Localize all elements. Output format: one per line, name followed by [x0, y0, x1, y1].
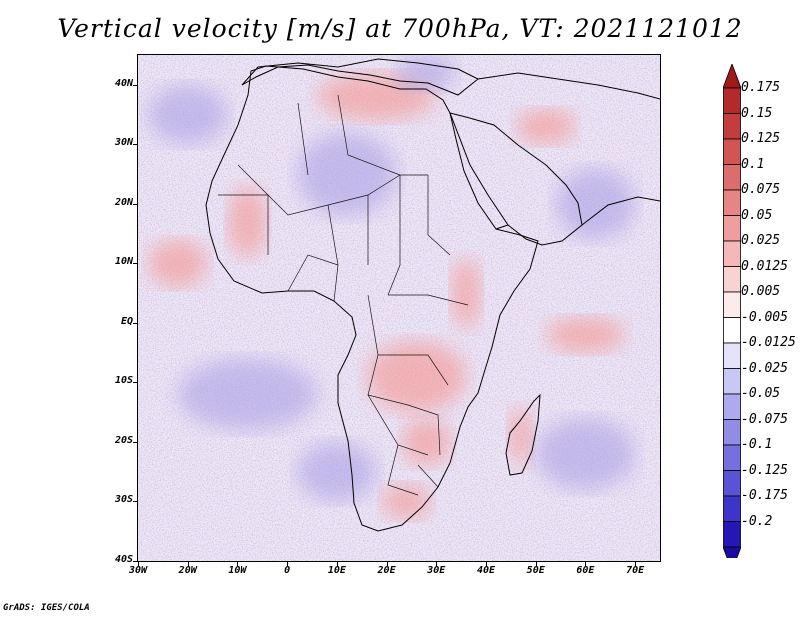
- colorbar-cell: [723, 470, 741, 497]
- lon-tick-mark: [138, 562, 139, 566]
- colorbar-cell: [723, 113, 741, 140]
- colorbar-cell: [723, 164, 741, 191]
- colorbar-level-label: -0.1: [741, 437, 773, 452]
- lon-tick-mark: [336, 562, 338, 566]
- colorbar-level-label: 0.025: [741, 233, 781, 248]
- colorbar-level-label: -0.125: [741, 462, 788, 478]
- grads-credit: GrADS: IGES/COLA: [3, 603, 90, 613]
- lon-tick-mark: [386, 562, 388, 566]
- colorbar-cell: [723, 495, 741, 522]
- colorbar-cell: [723, 291, 741, 318]
- colorbar-level-label: 0.005: [741, 284, 781, 299]
- lon-tick-label: 60E: [576, 565, 595, 576]
- colorbar-level-label: 0.125: [741, 131, 781, 146]
- arabian-peninsula-tip: [495, 224, 509, 230]
- colorbar-level-label: -0.075: [741, 411, 788, 427]
- lat-tick-label: 20S: [114, 434, 133, 446]
- lon-tick-mark: [436, 562, 438, 566]
- asia-coastline: [477, 72, 660, 226]
- colorbar-bottom-triangle: [723, 546, 741, 558]
- lat-tick-label: EQ: [120, 315, 133, 327]
- colorbar-cell: [723, 87, 741, 114]
- lon-tick-label: 10W: [228, 565, 247, 576]
- lon-tick-mark: [535, 562, 537, 566]
- lat-tick-label: 30N: [114, 137, 133, 149]
- lat-tick-mark: [133, 263, 137, 265]
- lon-tick-label: 70E: [626, 565, 645, 576]
- lon-tick-mark: [237, 562, 239, 566]
- colorbar-cell: [723, 240, 741, 267]
- colorbar: [723, 64, 741, 558]
- colorbar-level-label: 0.0125: [741, 258, 788, 274]
- lon-tick-mark: [585, 562, 587, 566]
- lon-tick-label: 20W: [178, 565, 197, 576]
- colorbar-cell: [723, 215, 741, 242]
- lon-tick-label: 40E: [476, 565, 496, 576]
- map-title: Vertical velocity [m/s] at 700hPa, VT: 2…: [57, 14, 743, 43]
- lat-tick-mark: [133, 84, 137, 86]
- lat-tick-mark: [133, 382, 137, 384]
- lon-tick-label: 50E: [526, 565, 545, 576]
- colorbar-level-label: 0.075: [741, 182, 781, 197]
- lat-tick-label: 10N: [114, 256, 133, 268]
- lat-tick-label: 40S: [114, 554, 133, 565]
- colorbar-cell: [723, 521, 741, 548]
- colorbar-top-triangle: [723, 64, 741, 89]
- colorbar-cell: [723, 317, 741, 344]
- map-canvas: [138, 55, 660, 561]
- lat-tick-label: 10S: [114, 375, 133, 387]
- africa-coastline: [205, 65, 539, 532]
- map-frame: [137, 54, 661, 562]
- lat-tick-mark: [133, 203, 137, 205]
- colorbar-cell: [723, 189, 741, 216]
- lat-tick-label: 40N: [114, 77, 133, 89]
- colorbar-cell: [723, 393, 741, 420]
- europe-coastline: [241, 58, 479, 96]
- colorbar-cell: [723, 342, 741, 369]
- colorbar-level-label: 0.05: [741, 207, 773, 223]
- colorbar-level-label: -0.025: [741, 360, 788, 376]
- colorbar-level-label: -0.005: [741, 309, 788, 325]
- colorbar-cell: [723, 419, 741, 446]
- lon-tick-mark: [287, 562, 289, 566]
- colorbar-level-label: 0.15: [741, 105, 773, 121]
- lon-tick-label: 30E: [427, 565, 446, 576]
- lat-tick-mark: [133, 561, 137, 562]
- lat-tick-mark: [133, 322, 137, 324]
- lat-tick-label: 20N: [114, 196, 133, 208]
- colorbar-cells: [723, 64, 741, 558]
- colorbar-level-label: -0.0125: [741, 335, 796, 350]
- ascent-texture: [138, 55, 660, 561]
- lon-tick-label: 20E: [377, 565, 396, 576]
- colorbar-level-label: -0.2: [741, 513, 773, 529]
- colorbar-cell: [723, 368, 741, 395]
- colorbar-cell: [723, 138, 741, 165]
- colorbar-level-label: -0.175: [741, 488, 788, 503]
- lat-tick-mark: [133, 144, 137, 146]
- coastlines: [205, 58, 660, 532]
- lon-tick-mark: [635, 562, 637, 566]
- colorbar-level-label: 0.175: [741, 80, 781, 95]
- colorbar-cell: [723, 444, 741, 471]
- lon-tick-label: 10E: [327, 565, 346, 576]
- colorbar-level-label: 0.1: [741, 156, 765, 172]
- madagascar-coastline: [505, 393, 541, 476]
- lat-tick-label: 30S: [114, 494, 133, 506]
- lat-tick-mark: [133, 441, 137, 443]
- lon-tick-label: 30W: [128, 565, 148, 576]
- colorbar-level-label: -0.05: [741, 386, 781, 401]
- lon-tick-label: 0: [284, 565, 291, 576]
- colorbar-cell: [723, 266, 741, 293]
- country-borders: [218, 94, 469, 496]
- lon-tick-mark: [187, 562, 189, 566]
- lat-tick-mark: [133, 501, 137, 503]
- lon-tick-mark: [486, 562, 487, 566]
